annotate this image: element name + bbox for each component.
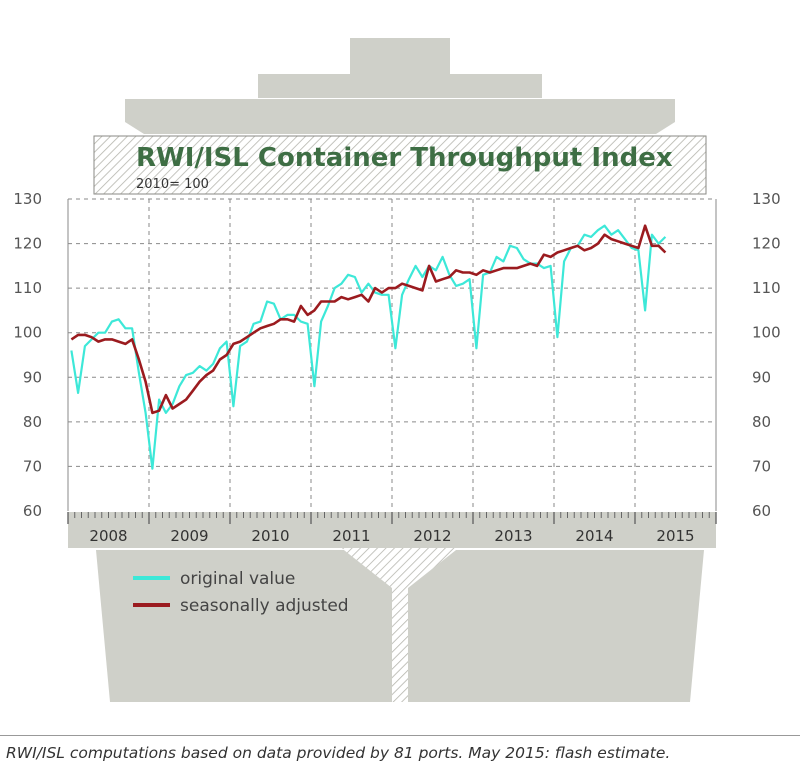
grid xyxy=(67,198,717,511)
y-tick-label-left: 80 xyxy=(23,413,42,431)
y-tick-label-right: 60 xyxy=(752,502,771,520)
ship-silhouette xyxy=(96,38,704,702)
x-tick-label-year: 2012 xyxy=(413,527,451,545)
ship-funnel xyxy=(350,38,450,78)
footer-note: RWI/ISL computations based on data provi… xyxy=(6,744,671,762)
series-line-seasonally-adjusted xyxy=(70,224,667,415)
legend-label-seasonal: seasonally adjusted xyxy=(180,596,349,616)
x-axis-year-labels: 2008 2009 2010 2011 2012 2013 2014 2015 xyxy=(89,527,694,545)
y-axis-right: 60 70 80 90 100 110 120 130 xyxy=(752,190,781,520)
x-tick-label-year: 2011 xyxy=(332,527,370,545)
series-lines xyxy=(70,224,667,470)
footer-rule xyxy=(0,735,800,736)
y-axis-left: 60 70 80 90 100 110 120 130 xyxy=(13,190,42,520)
x-tick-label-year: 2008 xyxy=(89,527,127,545)
y-tick-label-left: 70 xyxy=(23,457,42,475)
x-tick-label-year: 2009 xyxy=(170,527,208,545)
ship-upper-deck xyxy=(258,74,542,98)
y-tick-label-left: 100 xyxy=(13,324,42,342)
y-tick-label-left: 90 xyxy=(23,368,42,386)
hull-hatched-wedge xyxy=(306,520,494,702)
year-band-ticks xyxy=(67,512,717,524)
y-tick-label-left: 130 xyxy=(13,190,42,208)
y-tick-label-right: 120 xyxy=(752,235,781,253)
y-tick-label-left: 60 xyxy=(23,502,42,520)
y-tick-label-right: 100 xyxy=(752,324,781,342)
ship-bridge xyxy=(125,99,675,134)
y-tick-label-left: 110 xyxy=(13,279,42,297)
y-tick-label-right: 80 xyxy=(752,413,771,431)
chart-title: RWI/ISL Container Throughput Index xyxy=(136,143,673,173)
legend: original value seasonally adjusted xyxy=(133,569,349,616)
chart: RWI/ISL Container Throughput Index 2010=… xyxy=(13,38,781,702)
chart-subtitle: 2010= 100 xyxy=(136,177,209,192)
x-tick-label-year: 2014 xyxy=(575,527,613,545)
y-tick-label-right: 130 xyxy=(752,190,781,208)
x-tick-label-year: 2010 xyxy=(251,527,289,545)
x-tick-label-year: 2013 xyxy=(494,527,532,545)
x-tick-label-year: 2015 xyxy=(656,527,694,545)
series-line-original xyxy=(70,224,667,470)
y-tick-label-right: 110 xyxy=(752,279,781,297)
legend-label-original: original value xyxy=(180,569,295,589)
y-tick-label-right: 70 xyxy=(752,457,771,475)
title-box xyxy=(93,135,707,195)
y-tick-label-right: 90 xyxy=(752,368,771,386)
y-tick-label-left: 120 xyxy=(13,235,42,253)
